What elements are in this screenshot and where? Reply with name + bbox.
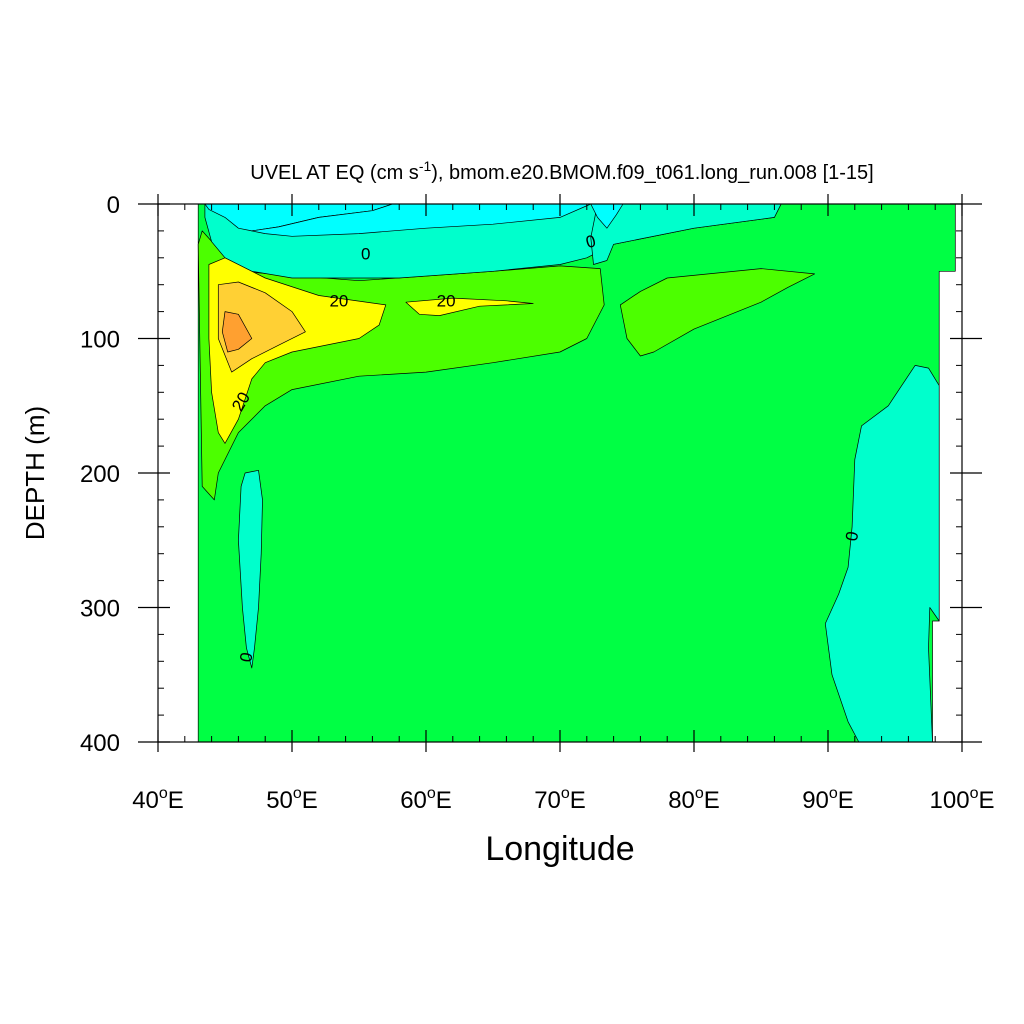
contour-label: 0: [842, 530, 862, 543]
x-tick-label: 60oE: [400, 785, 452, 814]
axes-layer: 40oE 50oE 60oE 70oE 80oE 90oE 100oE01002003004…: [80, 192, 995, 814]
title-unit-exponent: -1: [419, 158, 432, 174]
contour-region-surface-negative-east: [590, 203, 782, 265]
x-tick-label: 70oE: [534, 785, 586, 814]
x-tick-label: 80oE: [668, 785, 720, 814]
title-prefix: UVEL AT EQ (cm s: [250, 162, 419, 184]
contour-region-jet-20-east: [405, 297, 534, 316]
contour-fill-layer: [197, 203, 956, 743]
y-tick-label: 300: [80, 596, 120, 623]
contour-label: 0: [236, 651, 256, 664]
contour-region-east-negative: [824, 365, 940, 743]
y-tick-label: 400: [80, 730, 120, 757]
y-tick-label: 200: [80, 461, 120, 488]
contour-region-central-positive: [619, 268, 815, 357]
x-tick-label: 90oE: [802, 785, 854, 814]
contour-region-jet-30: [217, 281, 306, 373]
contour-label: 0: [584, 231, 598, 252]
contour-region-surface-core-mid: [251, 203, 592, 237]
x-tick-label: 40oE: [132, 785, 184, 814]
contour-region-west-deep-negative: [238, 469, 263, 669]
x-axis-label: Longitude: [485, 830, 634, 868]
y-axis-label: DEPTH (m): [20, 406, 50, 540]
y-tick-label: 100: [80, 327, 120, 354]
contour-label: 20: [329, 291, 348, 310]
contour-label: 20: [437, 291, 456, 310]
x-tick-label: 50oE: [266, 785, 318, 814]
contour-region-jet-40: [221, 311, 253, 353]
x-tick-label: 100oE: [930, 785, 995, 814]
y-tick-label: 0: [107, 192, 120, 219]
contour-label: 0: [361, 244, 370, 263]
title-suffix: ), bmom.e20.BMOM.f09_t061.long_run.008 […: [431, 162, 873, 184]
chart-title: UVEL AT EQ (cm s-1), bmom.e20.BMOM.f09_t…: [250, 158, 874, 184]
